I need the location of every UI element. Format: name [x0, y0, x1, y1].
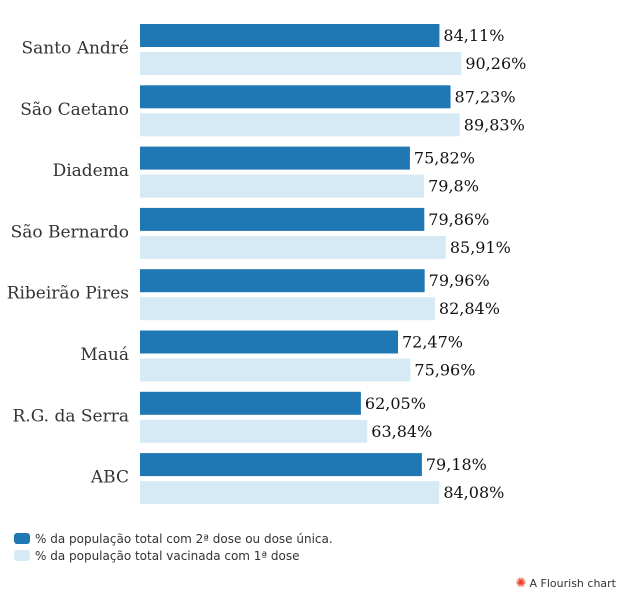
category-label: R.G. da Serra — [12, 406, 129, 426]
legend-swatch-first-dose — [14, 550, 30, 561]
bar-second-dose[interactable] — [140, 207, 425, 231]
bar-second-dose[interactable] — [140, 391, 361, 415]
flourish-icon: ✺ — [515, 576, 527, 591]
category-label: São Caetano — [20, 100, 129, 120]
bar-first-dose[interactable] — [140, 419, 368, 443]
bar-first-dose[interactable] — [140, 235, 446, 259]
value-label: 79,8% — [428, 177, 479, 196]
legend-item-first-dose[interactable]: % da população total vacinada com 1ª dos… — [14, 547, 333, 564]
legend-item-second-dose[interactable]: % da população total com 2ª dose ou dose… — [14, 530, 333, 547]
bar-first-dose[interactable] — [140, 297, 435, 321]
category-label: Mauá — [80, 345, 129, 365]
category-label: Diadema — [53, 161, 129, 181]
value-label: 87,23% — [455, 87, 516, 106]
bar-first-dose[interactable] — [140, 113, 460, 137]
value-label: 82,84% — [439, 299, 500, 318]
value-label: 90,26% — [465, 54, 526, 73]
bar-second-dose[interactable] — [140, 453, 422, 477]
value-label: 89,83% — [464, 115, 525, 134]
value-label: 62,05% — [365, 394, 426, 413]
legend-label-second-dose: % da população total com 2ª dose ou dose… — [35, 531, 333, 546]
value-label: 79,18% — [426, 455, 487, 474]
category-label: São Bernardo — [11, 222, 129, 242]
bar-first-dose[interactable] — [140, 358, 411, 382]
value-label: 72,47% — [402, 333, 463, 352]
bar-second-dose[interactable] — [140, 85, 451, 109]
category-label: Santo André — [22, 39, 130, 59]
legend: % da população total com 2ª dose ou dose… — [14, 530, 333, 564]
bar-second-dose[interactable] — [140, 146, 410, 170]
legend-label-first-dose: % da população total vacinada com 1ª dos… — [35, 548, 300, 563]
value-label: 75,96% — [414, 361, 475, 380]
value-label: 63,84% — [371, 422, 432, 441]
bar-second-dose[interactable] — [140, 24, 440, 47]
value-label: 79,96% — [429, 271, 490, 290]
bar-second-dose[interactable] — [140, 269, 425, 293]
bar-second-dose[interactable] — [140, 330, 398, 354]
value-label: 84,11% — [443, 26, 504, 45]
credit-text: A Flourish chart — [529, 577, 616, 590]
value-label: 84,08% — [443, 483, 504, 502]
value-label: 75,82% — [414, 149, 475, 168]
bar-chart: Santo André 84,11% 90,26% São Caetano 87,23%… — [7, 24, 526, 505]
bar-first-dose[interactable] — [140, 481, 440, 505]
value-label: 79,86% — [428, 210, 489, 229]
bar-first-dose[interactable] — [140, 174, 425, 198]
legend-swatch-second-dose — [14, 533, 30, 544]
category-label: ABC — [90, 468, 129, 488]
value-label: 85,91% — [450, 238, 511, 257]
bar-first-dose[interactable] — [140, 52, 462, 75]
category-label: Ribeirão Pires — [7, 284, 129, 304]
flourish-credit[interactable]: ✺ A Flourish chart — [516, 576, 616, 591]
